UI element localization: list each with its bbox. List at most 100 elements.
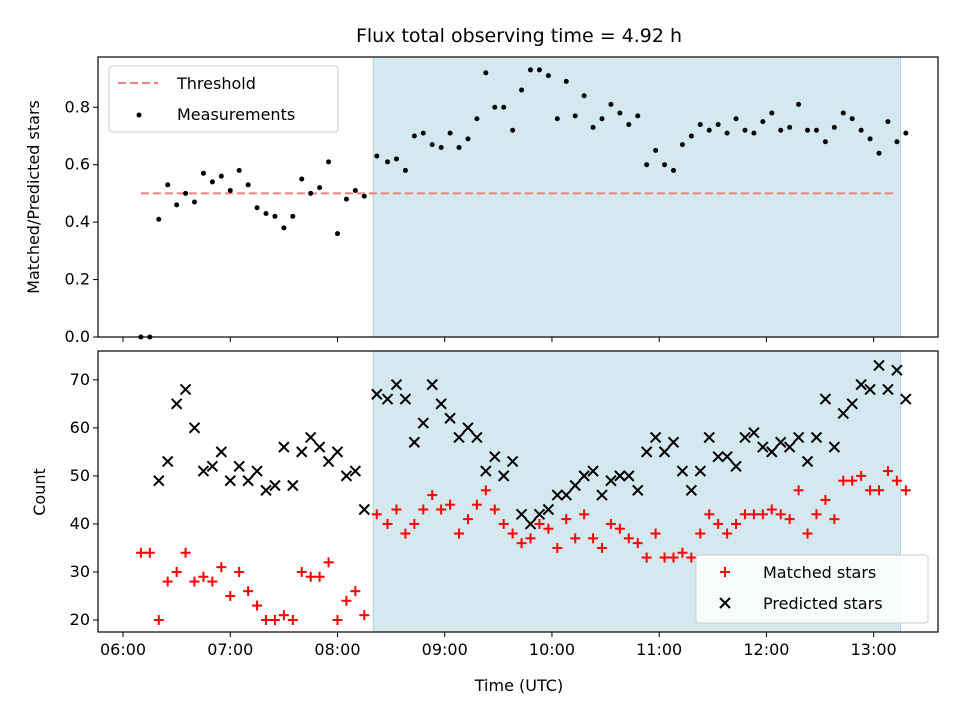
predicted-star-marker-b <box>215 446 228 458</box>
predicted-star-marker <box>891 364 903 376</box>
matched-star-marker <box>391 504 402 515</box>
predicted-star-marker-b <box>900 393 912 405</box>
predicted-star-marker <box>694 465 707 477</box>
predicted-star-marker <box>215 446 228 458</box>
matched-star-marker <box>856 470 867 481</box>
predicted-star-marker-b <box>242 474 254 487</box>
matched-star-marker <box>498 518 509 529</box>
predicted-star-marker-b <box>260 484 272 497</box>
predicted-star-marker <box>399 393 412 405</box>
measurement-point <box>742 127 748 133</box>
legend-box <box>108 65 339 133</box>
matched-star-marker <box>445 499 456 510</box>
predicted-star-marker-b <box>694 465 707 477</box>
measurement-point <box>724 130 730 136</box>
measurement-point <box>563 78 569 84</box>
bottom-y-axis-label: Count <box>30 468 49 516</box>
matched-star-marker <box>713 518 724 529</box>
x-tick-label: 11:00 <box>636 640 682 659</box>
y-tick-label: 0.8 <box>65 97 90 116</box>
matched-star-marker <box>874 485 885 496</box>
measurement-point <box>393 156 399 162</box>
y-tick-label: 60 <box>70 418 90 437</box>
predicted-star-marker-b <box>667 436 680 448</box>
predicted-star-marker <box>828 441 841 453</box>
predicted-star-marker <box>444 412 456 424</box>
matched-star-marker <box>820 494 831 505</box>
matched-star-marker <box>252 600 263 611</box>
measurement-point <box>183 190 189 196</box>
matched-star-marker <box>704 509 715 520</box>
measurement-point <box>218 173 224 179</box>
predicted-star-marker-b <box>569 479 581 492</box>
measurement-point <box>402 167 408 173</box>
matched-star-marker <box>507 528 518 539</box>
predicted-star-marker-b <box>775 436 787 448</box>
matched-star-marker <box>847 475 858 486</box>
matched-star-marker <box>135 547 146 558</box>
measurement-point <box>156 216 162 222</box>
predicted-star-marker <box>900 393 912 405</box>
measurement-point <box>352 188 358 194</box>
measurement-point <box>227 188 233 194</box>
measurement-point <box>263 211 269 217</box>
measurement-point <box>715 121 721 127</box>
measurement-point <box>174 202 180 208</box>
matched-star-marker <box>278 610 289 621</box>
predicted-star-marker <box>269 479 281 492</box>
predicted-star-marker <box>371 388 383 400</box>
axes-frame <box>97 56 939 338</box>
measurement-point <box>510 127 516 133</box>
predicted-star-marker <box>757 441 769 453</box>
predicted-star-marker <box>331 446 344 458</box>
predicted-star-marker <box>153 474 165 487</box>
predicted-star-marker <box>739 431 751 444</box>
predicted-star-marker-b <box>399 393 412 405</box>
predicted-star-marker <box>322 455 335 468</box>
matched-star-marker <box>371 509 382 520</box>
legend-predicted-label: Predicted stars <box>763 594 883 613</box>
predicted-star-marker-b <box>712 450 724 463</box>
predicted-star-marker-b <box>278 441 290 453</box>
measurement-point <box>456 144 462 150</box>
predicted-star-marker <box>471 431 483 444</box>
predicted-star-marker <box>233 460 245 472</box>
predicted-star-marker <box>578 470 590 482</box>
predicted-star-marker <box>506 455 519 468</box>
predicted-star-marker-b <box>506 455 519 468</box>
measurement-point <box>447 130 453 136</box>
predicted-star-marker <box>783 441 796 453</box>
predicted-star-marker-b <box>188 422 201 434</box>
matched-star-marker <box>341 595 352 606</box>
matched-star-marker <box>579 509 590 520</box>
matched-star-marker <box>811 509 822 520</box>
y-tick-label: 30 <box>70 562 90 581</box>
matched-star-marker <box>207 576 218 587</box>
matched-star-marker <box>766 504 777 515</box>
measurement-point <box>733 116 739 122</box>
measurement-point <box>308 190 314 196</box>
matched-star-marker <box>436 504 447 515</box>
measurement-point <box>653 147 659 153</box>
highlight-span <box>372 56 901 338</box>
predicted-star-marker-b <box>551 489 564 501</box>
matched-star-marker <box>350 586 361 597</box>
x-tick-label: 09:00 <box>422 640 468 659</box>
predicted-star-marker-b <box>224 474 236 487</box>
matched-star-marker <box>180 547 191 558</box>
predicted-star-marker-b <box>846 398 858 410</box>
predicted-star-marker-b <box>206 460 219 472</box>
measurement-point <box>885 119 891 125</box>
matched-star-marker <box>865 485 876 496</box>
matched-star-marker <box>153 614 164 625</box>
measurement-point <box>545 73 551 79</box>
matched-star-marker <box>243 586 254 597</box>
measurement-point <box>501 104 507 110</box>
predicted-star-marker-b <box>614 470 626 482</box>
predicted-star-marker <box>358 503 371 516</box>
predicted-star-marker-b <box>287 479 299 492</box>
predicted-star-marker-b <box>444 412 456 424</box>
predicted-star-marker <box>551 489 564 501</box>
matched-star-marker <box>162 576 173 587</box>
matched-star-marker <box>597 542 607 553</box>
